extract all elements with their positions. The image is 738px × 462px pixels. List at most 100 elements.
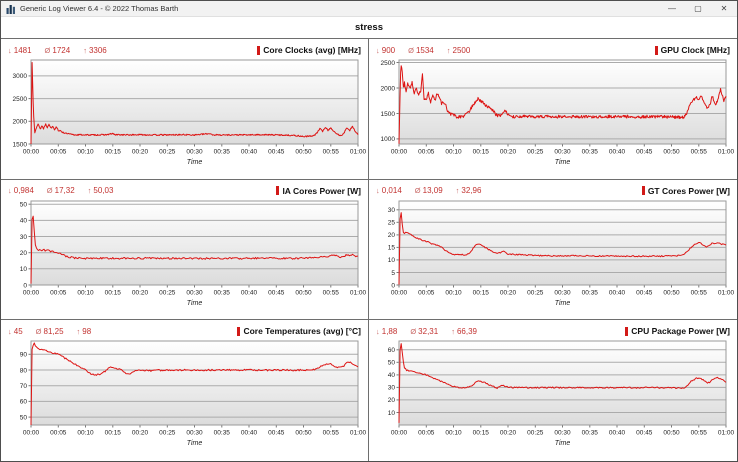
svg-text:00:30: 00:30	[554, 289, 571, 296]
svg-text:1500: 1500	[13, 141, 28, 148]
avg-symbol-icon: Ø	[414, 186, 421, 196]
svg-text:0: 0	[391, 282, 395, 289]
svg-text:00:45: 00:45	[268, 149, 285, 156]
stat-min: ↓ 900	[376, 45, 396, 55]
svg-text:00:00: 00:00	[23, 430, 40, 437]
chart-title: GPU Clock [MHz]	[654, 45, 730, 55]
maximize-button[interactable]: ▢	[694, 4, 702, 13]
svg-text:70: 70	[20, 383, 28, 390]
max-arrow-icon: ↑	[83, 45, 87, 55]
svg-text:00:50: 00:50	[295, 430, 312, 437]
svg-text:00:25: 00:25	[527, 430, 544, 437]
stat-min: ↓ 1,88	[376, 326, 398, 336]
svg-text:2500: 2500	[381, 60, 396, 67]
max-arrow-icon: ↑	[76, 326, 81, 336]
svg-text:50: 50	[20, 201, 28, 208]
series-color-bar	[641, 186, 645, 196]
minimize-button[interactable]: —	[668, 4, 676, 13]
stats-row: ↓ 45 Ø 81,25 ↑ 98 Core Temperatures (avg) […	[4, 323, 365, 338]
svg-text:60: 60	[20, 399, 28, 406]
line-chart-gpu-clock[interactable]: 1000 1500 2000 2500 00:00 00:05 00:10 00:15 00:2…	[372, 57, 735, 174]
svg-text:15: 15	[388, 244, 396, 251]
svg-text:00:00: 00:00	[391, 430, 408, 437]
stats-row: ↓ 0,984 Ø 17,32 ↑ 50,03 IA Cores Power [W]	[4, 183, 365, 198]
svg-text:00:10: 00:10	[77, 430, 94, 437]
svg-text:01:00: 01:00	[350, 430, 367, 437]
log-header: stress	[1, 17, 737, 38]
svg-text:00:35: 00:35	[214, 430, 231, 437]
svg-text:Time: Time	[555, 440, 571, 447]
stat-max: ↑ 3306	[83, 45, 107, 55]
max-arrow-icon: ↑	[455, 186, 460, 196]
svg-text:00:20: 00:20	[132, 289, 149, 296]
stats-row: ↓ 900 Ø 1534 ↑ 2500 GPU Clock [MHz]	[372, 42, 734, 57]
svg-text:00:15: 00:15	[105, 430, 122, 437]
svg-text:00:05: 00:05	[418, 149, 435, 156]
series-color-bar	[237, 326, 241, 336]
chart-panel-ia-cores-power: ↓ 0,984 Ø 17,32 ↑ 50,03 IA Cores Power [W] …	[1, 179, 369, 321]
close-button[interactable]: ✕	[720, 4, 728, 13]
stats-row: ↓ 0,014 Ø 13,09 ↑ 32,96 GT Cores Power [W]	[372, 183, 734, 198]
svg-text:00:40: 00:40	[609, 430, 626, 437]
svg-text:0: 0	[23, 282, 27, 289]
stats-row: ↓ 1481 Ø 1724 ↑ 3306 Core Clocks (avg) [MHz…	[4, 42, 365, 57]
max-arrow-icon: ↑	[451, 326, 455, 336]
svg-text:1000: 1000	[381, 136, 396, 143]
stat-min: ↓ 0,014	[376, 186, 402, 196]
svg-text:00:20: 00:20	[500, 289, 517, 296]
title-bar[interactable]: Generic Log Viewer 6.4 - © 2022 Thomas B…	[1, 1, 737, 17]
svg-text:00:15: 00:15	[473, 149, 490, 156]
svg-text:00:20: 00:20	[500, 149, 517, 156]
svg-text:20: 20	[388, 398, 396, 405]
line-chart-core-temperatures[interactable]: 50 60 70 80 90 00:00 00:05 00:10 00:15 00:20 00:25…	[4, 338, 367, 455]
line-chart-ia-cores-power[interactable]: 0 10 20 30 40 50 00:00 00:05 00:10 00:15 00:20 00:2…	[4, 198, 367, 315]
svg-text:30: 30	[20, 233, 28, 240]
svg-text:00:55: 00:55	[691, 289, 708, 296]
svg-text:80: 80	[20, 368, 28, 375]
window-title: Generic Log Viewer 6.4 - © 2022 Thomas B…	[20, 4, 179, 13]
svg-text:00:25: 00:25	[527, 149, 544, 156]
svg-text:00:25: 00:25	[159, 289, 176, 296]
chart-title: GT Cores Power [W]	[641, 186, 730, 196]
svg-text:01:00: 01:00	[718, 430, 735, 437]
svg-text:01:00: 01:00	[718, 289, 735, 296]
svg-text:00:30: 00:30	[186, 430, 203, 437]
svg-text:00:35: 00:35	[582, 430, 599, 437]
line-chart-cpu-package-power[interactable]: 10 20 30 40 50 60 00:00 00:05 00:10 00:15 00:20 00:…	[372, 338, 735, 455]
svg-text:00:50: 00:50	[295, 289, 312, 296]
stat-avg: Ø 1724	[44, 45, 71, 55]
svg-text:00:20: 00:20	[132, 149, 149, 156]
svg-text:00:50: 00:50	[663, 430, 680, 437]
svg-text:1500: 1500	[381, 111, 396, 118]
chart-title: CPU Package Power [W]	[625, 326, 730, 336]
avg-symbol-icon: Ø	[46, 186, 53, 196]
stat-min: ↓ 0,984	[8, 186, 34, 196]
line-chart-core-clocks[interactable]: 1500 2000 2500 3000 00:00 00:05 00:10 00:15 00:2…	[4, 57, 367, 174]
max-arrow-icon: ↑	[446, 45, 451, 55]
svg-text:00:30: 00:30	[554, 430, 571, 437]
svg-text:2000: 2000	[381, 85, 396, 92]
line-chart-gt-cores-power[interactable]: 0 5 10 15 20 25 30 00:00 00:05 00:10 00:15 00:20 00:…	[372, 198, 735, 315]
svg-text:00:10: 00:10	[77, 289, 94, 296]
svg-text:00:15: 00:15	[473, 430, 490, 437]
min-arrow-icon: ↓	[8, 186, 12, 196]
svg-text:50: 50	[20, 415, 28, 422]
svg-text:Time: Time	[555, 159, 571, 166]
svg-text:10: 10	[388, 257, 396, 264]
svg-text:01:00: 01:00	[350, 289, 367, 296]
svg-text:40: 40	[388, 373, 396, 380]
stat-avg: Ø 81,25	[35, 326, 64, 336]
svg-text:10: 10	[20, 266, 28, 273]
series-color-bar	[654, 45, 658, 55]
svg-text:25: 25	[388, 219, 396, 226]
chart-panel-core-clocks: ↓ 1481 Ø 1724 ↑ 3306 Core Clocks (avg) [MHz…	[1, 39, 369, 180]
min-arrow-icon: ↓	[376, 186, 380, 196]
svg-text:00:45: 00:45	[636, 149, 653, 156]
svg-text:01:00: 01:00	[718, 149, 735, 156]
svg-text:00:55: 00:55	[323, 149, 340, 156]
svg-text:00:05: 00:05	[50, 149, 67, 156]
svg-text:00:40: 00:40	[241, 289, 258, 296]
app-icon	[6, 4, 15, 14]
chart-panel-cpu-package-power: ↓ 1,88 Ø 32,31 ↑ 66,39 CPU Package Power [W…	[369, 320, 737, 461]
